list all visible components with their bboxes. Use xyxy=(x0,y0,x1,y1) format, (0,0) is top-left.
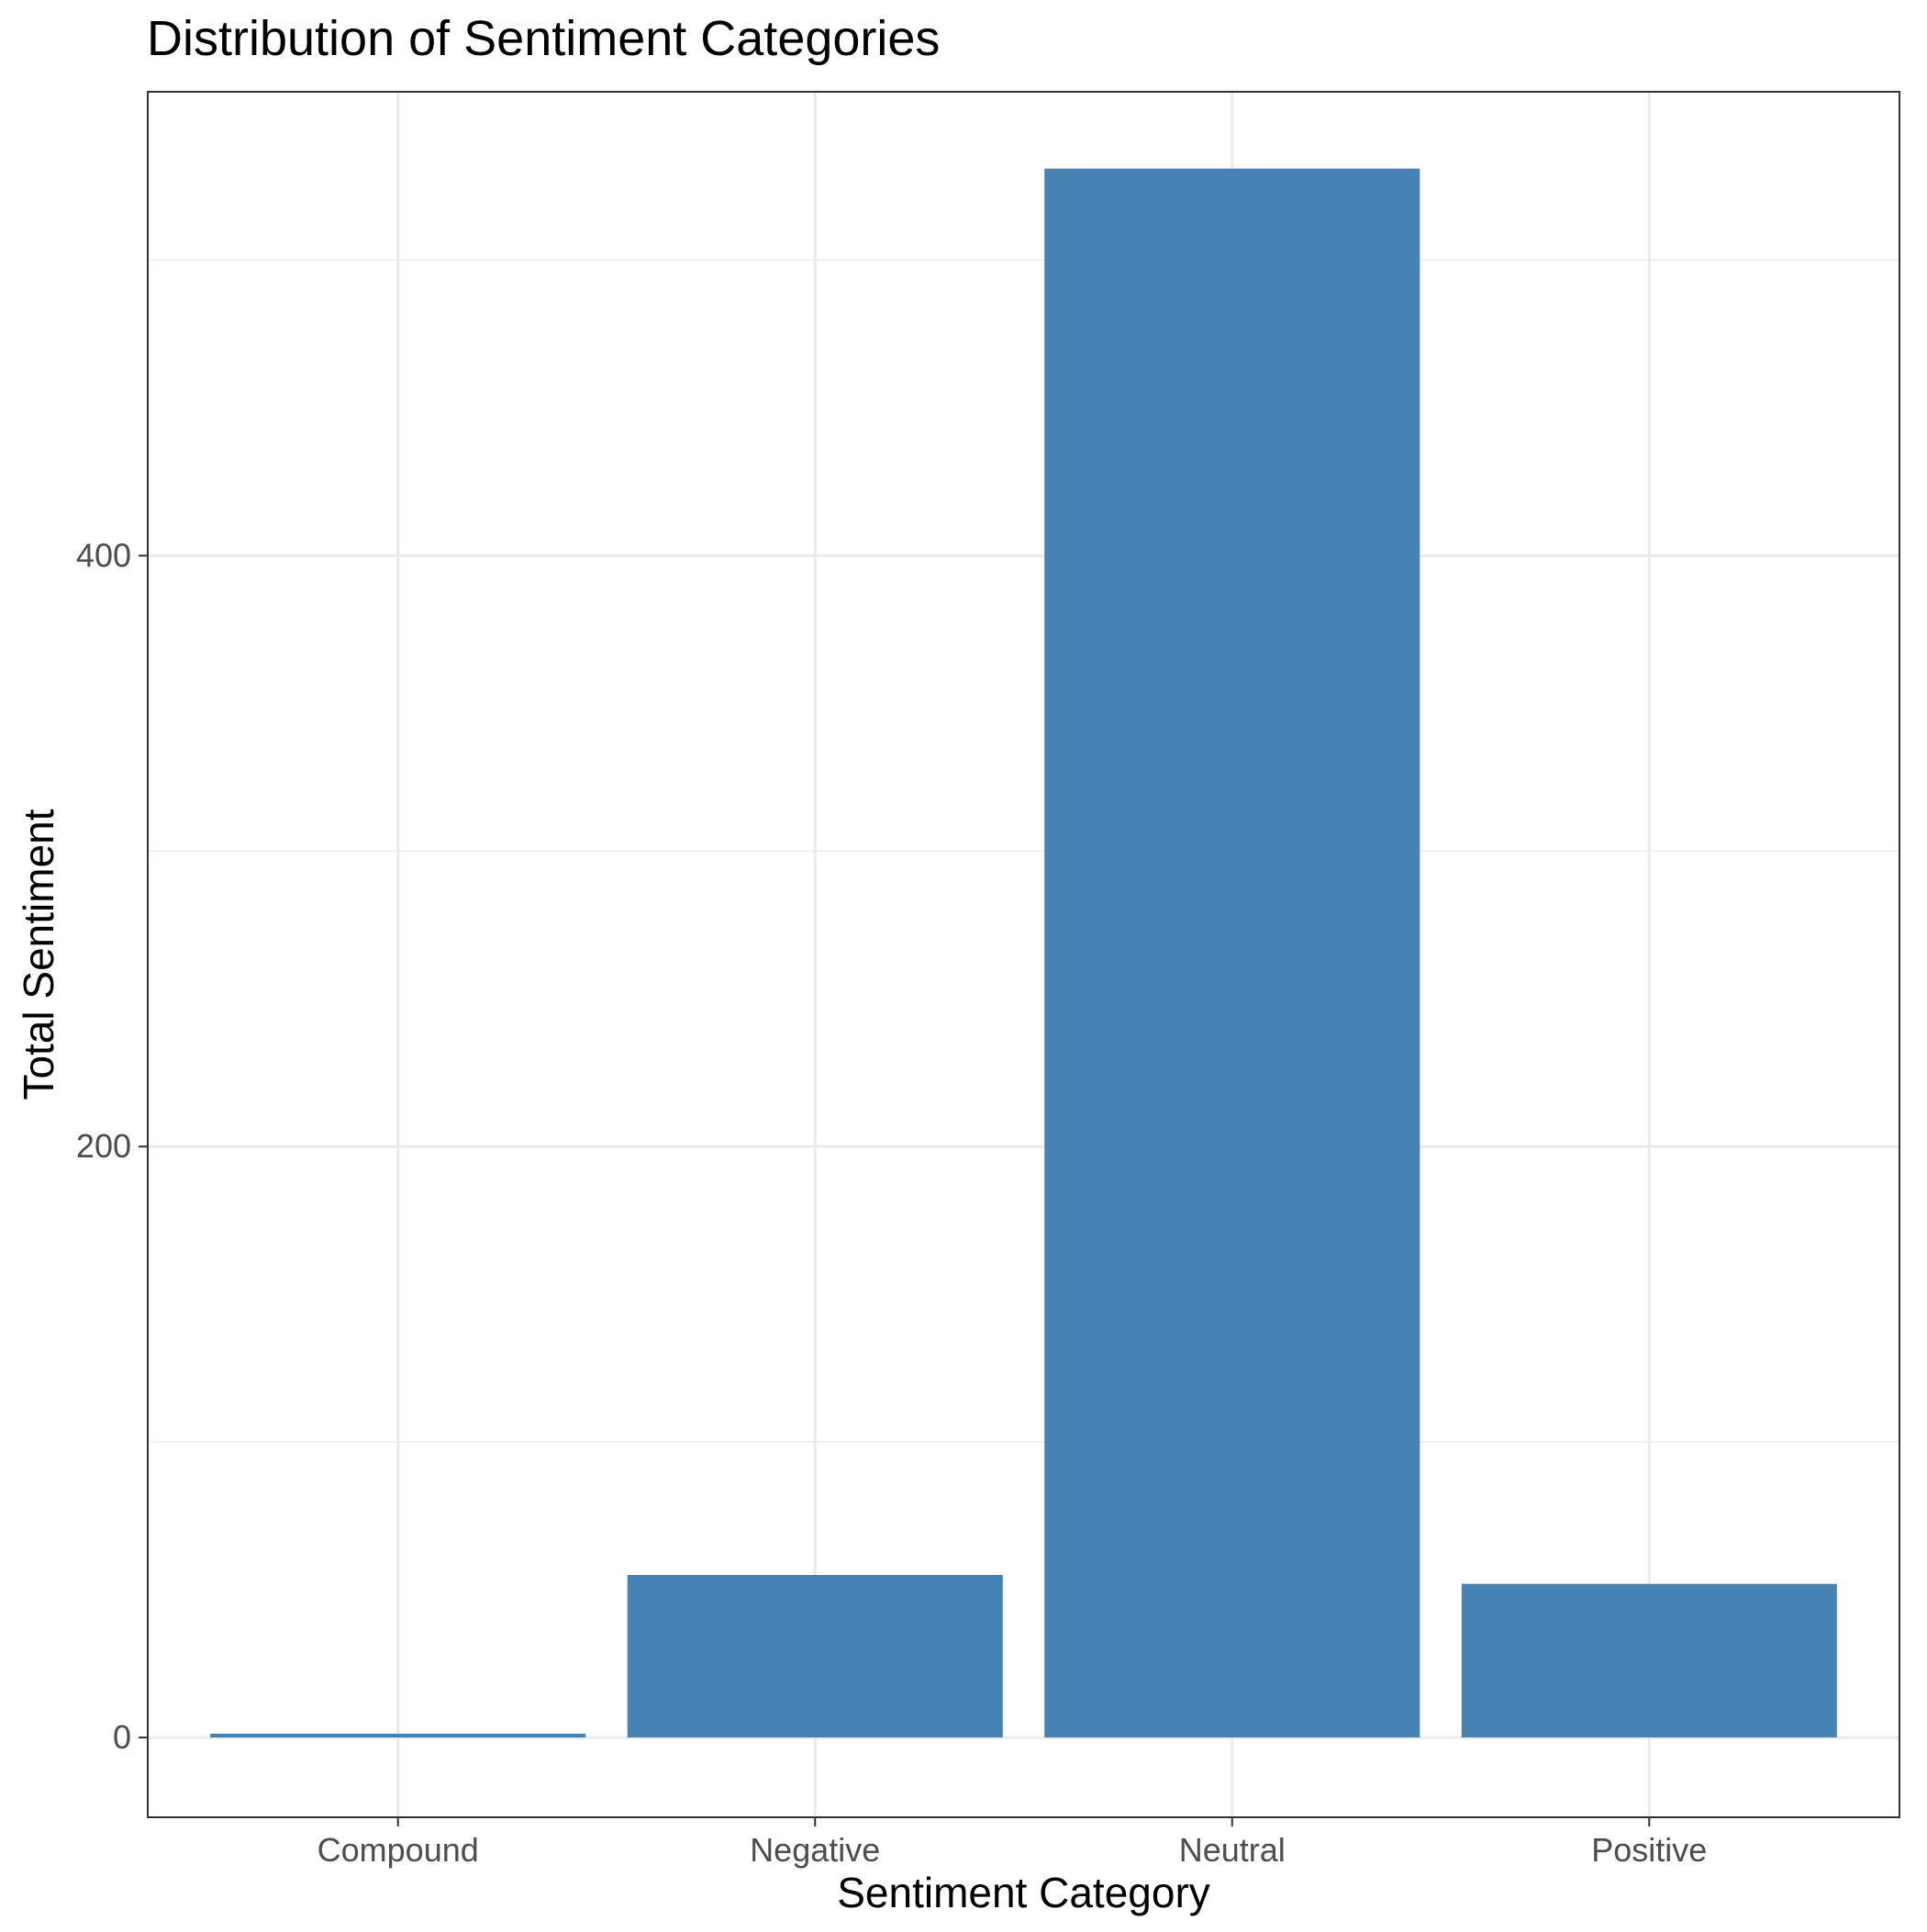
panel-border xyxy=(147,91,1900,1818)
bar-positive xyxy=(1461,1583,1837,1738)
y-tick-label: 0 xyxy=(113,1718,131,1756)
x-tick-label-compound: Compound xyxy=(317,1831,479,1869)
bar-negative xyxy=(627,1575,1003,1738)
x-tick-label-neutral: Neutral xyxy=(1179,1831,1286,1869)
chart-title: Distribution of Sentiment Categories xyxy=(147,11,940,66)
x-tick-label-positive: Positive xyxy=(1591,1831,1707,1869)
axes: 0 200 400 Compound Negative Neutral Positive xyxy=(76,536,1707,1869)
bars xyxy=(210,168,1837,1738)
bar-compound xyxy=(210,1733,586,1738)
y-axis-title: Total Sentiment xyxy=(15,809,62,1100)
x-tick-label-negative: Negative xyxy=(750,1831,880,1869)
bar-neutral xyxy=(1044,168,1420,1738)
x-axis-title: Sentiment Category xyxy=(837,1869,1210,1916)
y-tick-label: 200 xyxy=(76,1127,131,1165)
y-tick-label: 400 xyxy=(76,536,131,574)
